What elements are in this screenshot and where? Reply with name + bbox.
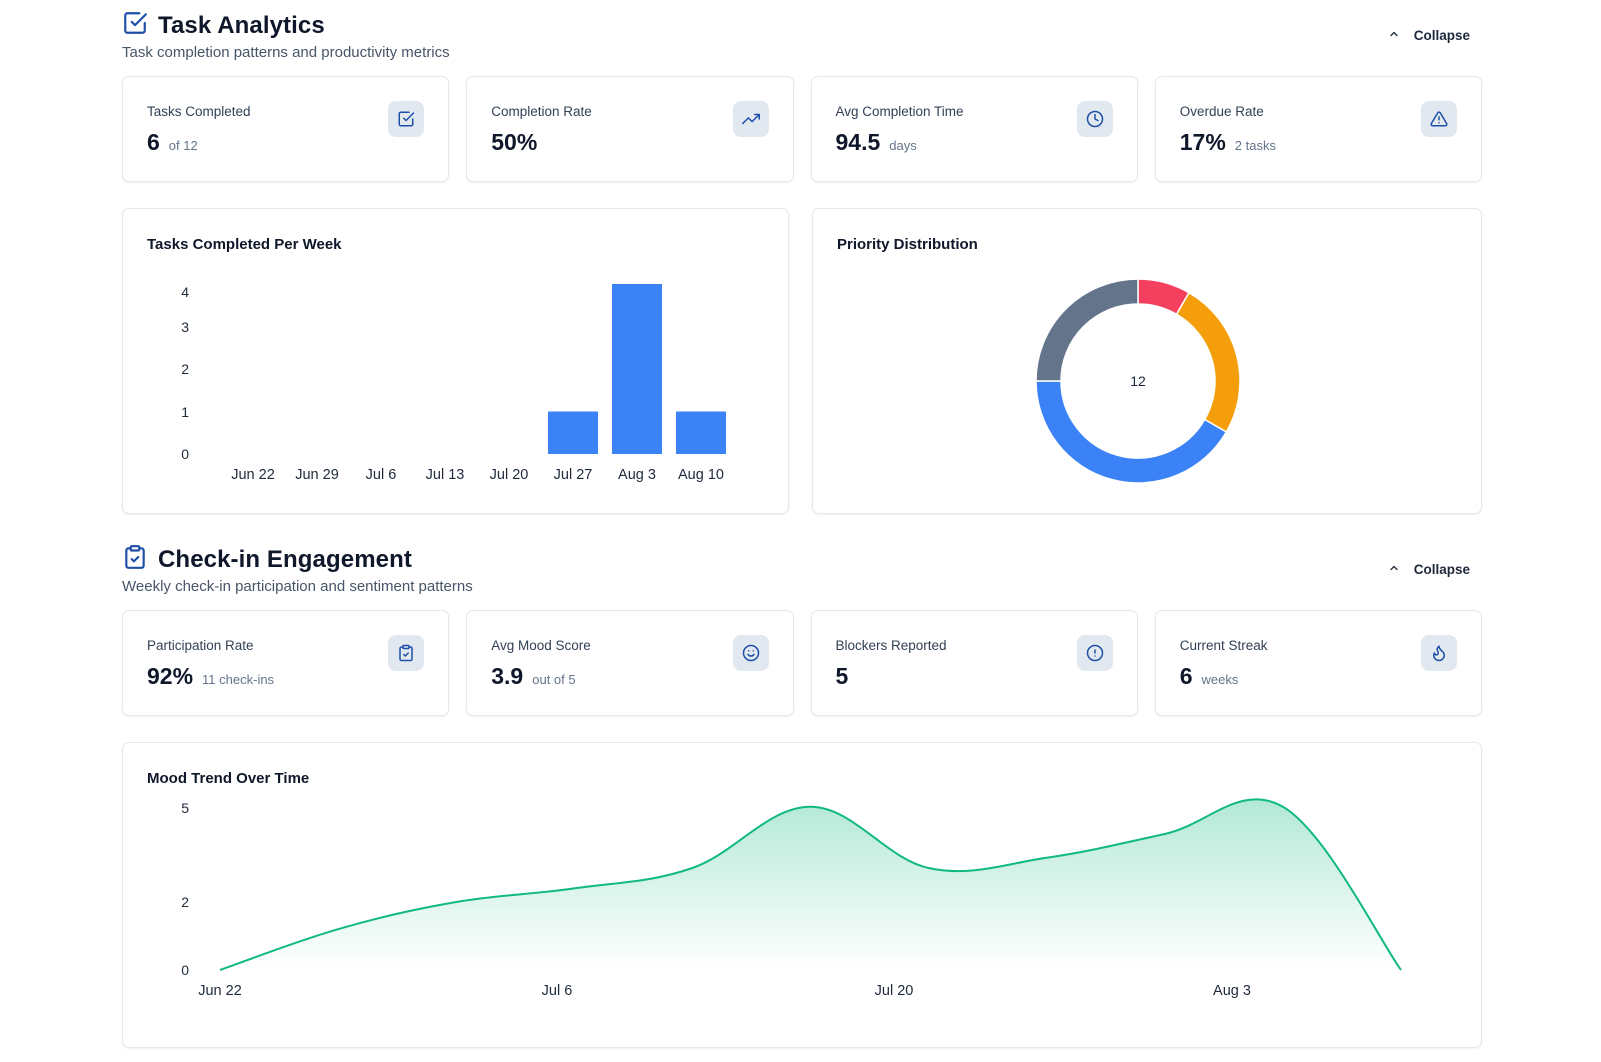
stat-card-participation-rate: Participation Rate 92% 11 check-ins xyxy=(122,610,450,716)
stat-card-avg-mood-score: Avg Mood Score 3.9 out of 5 xyxy=(466,610,794,716)
y-tick-label: 3 xyxy=(181,319,189,335)
stat-suffix: days xyxy=(889,138,917,153)
trending-up-icon xyxy=(732,101,769,137)
task-analytics-header: Task Analytics Task completion patterns … xyxy=(122,4,1482,74)
y-tick-label: 0 xyxy=(181,446,189,462)
weekly-tasks-bar-chart: 0 1 2 3 4 Jun 22 Jun 29 Jul 6 Jul 13 Jul 20 Jul 27… xyxy=(181,284,726,483)
clipboard-check-icon xyxy=(388,635,425,671)
stat-label: Avg Mood Score xyxy=(491,638,591,653)
stat-value: 6 xyxy=(1179,663,1193,689)
stat-value: 50% xyxy=(491,129,538,155)
x-tick-label: Jun 29 xyxy=(295,467,339,483)
stat-value: 92% xyxy=(147,663,194,689)
x-tick-label: Jul 13 xyxy=(426,467,465,483)
check-square-icon xyxy=(122,10,148,41)
y-tick-label: 4 xyxy=(181,284,189,300)
stat-suffix: out of 5 xyxy=(532,672,576,687)
stat-suffix: weeks xyxy=(1201,672,1239,687)
x-tick-label: Jun 22 xyxy=(198,983,242,999)
stat-card-tasks-completed: Tasks Completed 6 of 12 xyxy=(122,76,450,182)
stat-label: Blockers Reported xyxy=(835,638,947,653)
stat-value: 17% xyxy=(1179,129,1226,155)
priority-distribution-card: Priority Distribution 12 xyxy=(812,208,1482,514)
x-tick-label: Jul 20 xyxy=(490,467,529,483)
priority-donut-chart: 12 xyxy=(1035,278,1241,484)
x-tick-label: Jul 20 xyxy=(875,983,914,999)
x-tick-label: Jul 27 xyxy=(554,467,593,483)
y-tick-label: 2 xyxy=(181,894,189,910)
bar xyxy=(676,411,726,454)
stat-card-completion-rate: Completion Rate 50% xyxy=(466,76,794,182)
stat-suffix: 11 check-ins xyxy=(202,672,275,687)
alert-triangle-icon xyxy=(1421,101,1457,137)
checkin-engagement-heading: Check-in Engagement xyxy=(122,544,412,575)
checkin-engagement-section: Check-in Engagement Weekly check-in part… xyxy=(122,538,1482,716)
weekly-tasks-chart-card: Tasks Completed Per Week 0 1 2 3 4 Jun 22 Jun … xyxy=(122,208,789,514)
mood-trend-chart-card: Mood Trend Over Time 0 2 5 Jun 22 Jul 6 Jul 2… xyxy=(122,742,1482,1048)
clipboard-check-icon xyxy=(122,544,148,575)
stat-label: Current Streak xyxy=(1179,638,1268,653)
bar xyxy=(612,284,662,454)
collapse-button[interactable]: Collapse xyxy=(1388,28,1470,43)
collapse-button[interactable]: Collapse xyxy=(1388,562,1470,577)
mood-area xyxy=(220,799,1401,970)
smile-icon xyxy=(732,635,769,671)
flame-icon xyxy=(1421,635,1457,671)
x-tick-label: Aug 10 xyxy=(678,467,724,483)
chart-title: Mood Trend Over Time xyxy=(147,770,310,787)
stat-value: 5 xyxy=(835,663,849,689)
collapse-label: Collapse xyxy=(1413,562,1470,577)
task-analytics-heading: Task Analytics xyxy=(122,10,325,41)
stat-label: Completion Rate xyxy=(491,104,592,119)
stat-card-blockers-reported: Blockers Reported 5 xyxy=(810,610,1138,716)
stat-suffix: of 12 xyxy=(168,138,198,153)
bar xyxy=(548,411,598,454)
y-tick-label: 1 xyxy=(181,404,189,420)
section-subtitle: Task completion patterns and productivit… xyxy=(122,44,450,61)
x-tick-label: Jun 22 xyxy=(231,467,275,483)
stat-value: 6 xyxy=(147,129,160,155)
chevron-up-icon xyxy=(1388,562,1400,577)
stat-label: Avg Completion Time xyxy=(835,104,964,119)
checkin-stats-row: Participation Rate 92% 11 check-ins Avg M… xyxy=(122,610,1482,716)
donut-slice xyxy=(1035,278,1139,382)
stat-label: Tasks Completed xyxy=(147,104,251,119)
stat-label: Participation Rate xyxy=(147,638,254,653)
clock-icon xyxy=(1076,101,1113,137)
mood-line xyxy=(219,798,1402,971)
collapse-label: Collapse xyxy=(1413,28,1470,43)
checkin-engagement-header: Check-in Engagement Weekly check-in part… xyxy=(122,538,1482,608)
donut-center-total: 12 xyxy=(1130,373,1146,389)
chart-title: Tasks Completed Per Week xyxy=(147,236,342,253)
stat-card-overdue-rate: Overdue Rate 17% 2 tasks xyxy=(1154,76,1482,182)
stat-label: Overdue Rate xyxy=(1179,104,1264,119)
chart-title: Priority Distribution xyxy=(837,236,978,253)
stat-value: 94.5 xyxy=(835,129,881,155)
section-title: Task Analytics xyxy=(158,11,325,39)
y-tick-label: 0 xyxy=(181,962,189,978)
section-title: Check-in Engagement xyxy=(158,545,412,573)
chevron-up-icon xyxy=(1388,28,1400,43)
task-analytics-section: Task Analytics Task completion patterns … xyxy=(122,4,1482,182)
x-tick-label: Jul 6 xyxy=(542,983,573,999)
section-subtitle: Weekly check-in participation and sentim… xyxy=(122,578,473,595)
task-stats-row: Tasks Completed 6 of 12 Completion Rate 5… xyxy=(122,76,1482,182)
x-tick-label: Aug 3 xyxy=(1213,983,1251,999)
stat-card-current-streak: Current Streak 6 weeks xyxy=(1154,610,1482,716)
donut-slice xyxy=(1035,380,1228,484)
alert-circle-icon xyxy=(1076,635,1113,671)
stat-value: 3.9 xyxy=(491,663,524,689)
stat-suffix: 2 tasks xyxy=(1234,138,1276,153)
stat-card-avg-completion-time: Avg Completion Time 94.5 days xyxy=(810,76,1138,182)
y-tick-label: 5 xyxy=(181,800,189,816)
y-tick-label: 2 xyxy=(181,361,189,377)
x-tick-label: Aug 3 xyxy=(618,467,656,483)
donut-slice xyxy=(1175,291,1241,434)
check-square-icon xyxy=(388,101,425,137)
x-tick-label: Jul 6 xyxy=(366,467,397,483)
mood-trend-area-chart: 0 2 5 Jun 22 Jul 6 Jul 20 Aug 3 xyxy=(181,798,1402,999)
